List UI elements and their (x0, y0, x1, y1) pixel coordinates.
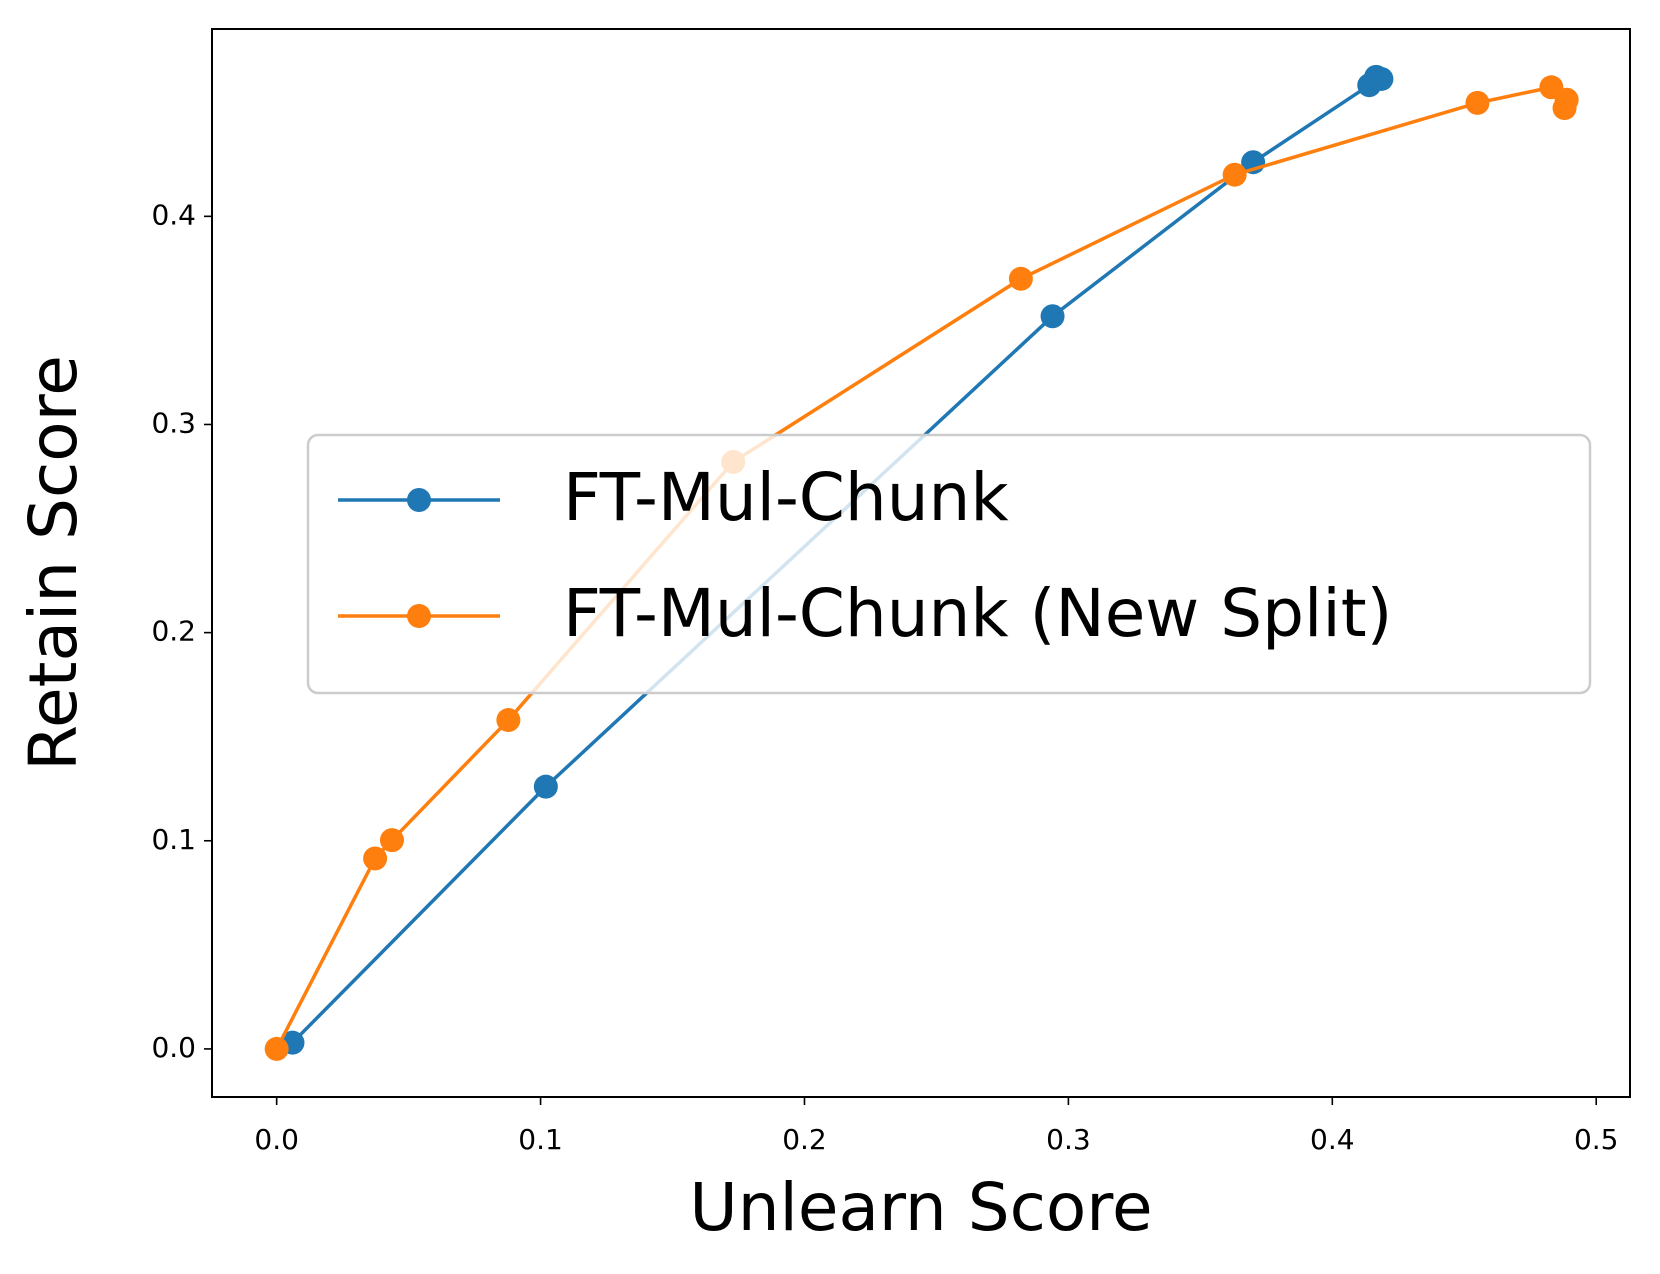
point (1008, 266, 1033, 291)
y-axis-label: Retain Score (15, 355, 92, 771)
legend-box (306, 433, 1592, 695)
x-tick-label: 0.0 (254, 1123, 299, 1156)
x-tick-label: 0.5 (1574, 1123, 1619, 1156)
x-tick-label: 0.3 (1046, 1123, 1091, 1156)
legend-marker (407, 604, 431, 628)
legend-label: FT-Mul-Chunk (563, 459, 1009, 536)
y-tick-label: 0.2 (151, 615, 196, 648)
point (1222, 162, 1247, 187)
point (1465, 90, 1490, 115)
legend-label: FT-Mul-Chunk (New Split) (563, 575, 1392, 652)
point (1369, 66, 1394, 91)
point (264, 1036, 289, 1061)
plot-frame (211, 28, 1631, 1098)
x-axis-label: Unlearn Score (689, 1169, 1152, 1246)
x-tick-label: 0.1 (518, 1123, 563, 1156)
y-tick-label: 0.1 (151, 823, 196, 856)
point (533, 774, 558, 799)
point (363, 846, 388, 871)
y-tick-label: 0.0 (151, 1031, 196, 1064)
x-tick-label: 0.2 (782, 1123, 827, 1156)
legend-marker (407, 488, 431, 512)
y-tick-label: 0.4 (151, 198, 196, 231)
x-tick-label: 0.4 (1310, 1123, 1355, 1156)
point (496, 708, 521, 733)
point (1552, 96, 1577, 121)
point (379, 828, 404, 853)
y-tick-label: 0.3 (151, 406, 196, 439)
point (1040, 304, 1065, 329)
